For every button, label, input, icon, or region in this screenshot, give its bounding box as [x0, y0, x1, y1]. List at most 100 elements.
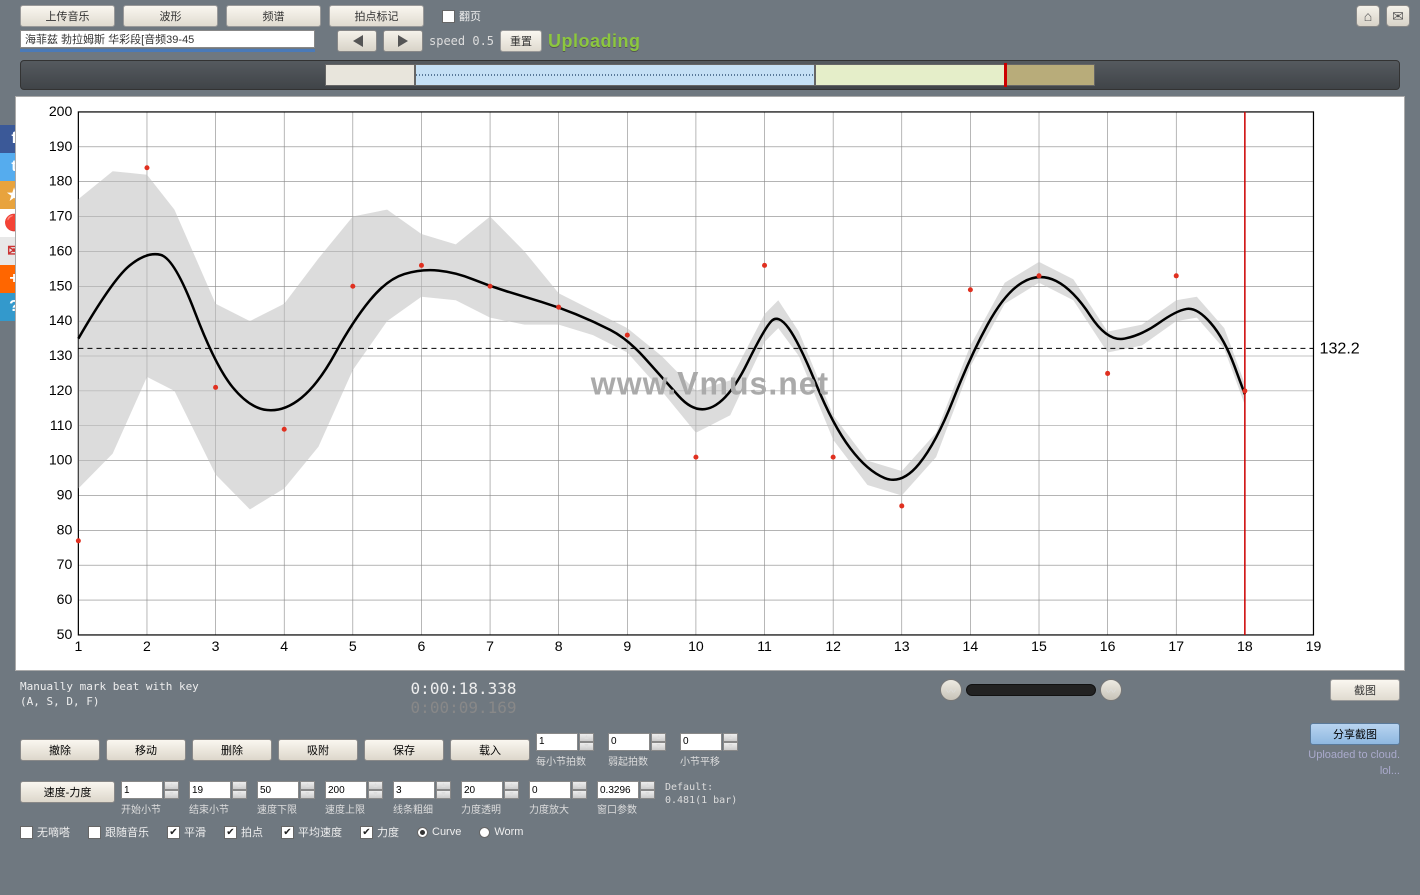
start_bar-input[interactable] [121, 781, 163, 799]
tempo-dynamics-button[interactable]: 速度-力度 [20, 781, 115, 803]
follow-label: 跟随音乐 [105, 824, 149, 840]
tempo_max-input[interactable] [325, 781, 367, 799]
avg_tempo-checkbox[interactable]: ✔ [281, 826, 294, 839]
timeline-segment[interactable] [1005, 64, 1095, 86]
bar_offset-up[interactable]: ▲ [723, 733, 738, 742]
upload-music-button[interactable]: 上传音乐 [20, 5, 115, 27]
home-icon[interactable]: ⌂ [1356, 5, 1380, 27]
dyn_scale-input[interactable] [529, 781, 571, 799]
worm-radio[interactable] [479, 827, 490, 838]
dyn_alpha-input[interactable] [461, 781, 503, 799]
start_bar-up[interactable]: ▲ [164, 781, 179, 790]
svg-text:17: 17 [1168, 638, 1184, 654]
curve-radio[interactable] [417, 827, 428, 838]
beats-checkbox[interactable]: ✔ [224, 826, 237, 839]
spectrum-button[interactable]: 频谱 [226, 5, 321, 27]
svg-text:19: 19 [1306, 638, 1322, 654]
minaret-label: 无嘀嗒 [37, 824, 70, 840]
svg-text:150: 150 [49, 277, 73, 293]
zoom-slider[interactable] [966, 684, 1096, 696]
dyn_scale-up[interactable]: ▲ [572, 781, 587, 790]
dyn_scale-down[interactable]: ▼ [572, 790, 587, 799]
minaret-checkbox[interactable] [20, 826, 33, 839]
beat-mark-button[interactable]: 拍点标记 [329, 5, 424, 27]
end_bar-input[interactable] [189, 781, 231, 799]
pickup-label: 弱起拍数 [608, 753, 648, 768]
zoom-out-icon[interactable]: 〰 [940, 679, 962, 701]
svg-text:110: 110 [50, 417, 73, 433]
worm-label: Worm [494, 826, 523, 838]
share-screenshot-button[interactable]: 分享截图 [1310, 723, 1400, 745]
track-title-input[interactable] [20, 30, 315, 48]
timeline-segment[interactable] [815, 64, 1005, 86]
line_width-input[interactable] [393, 781, 435, 799]
svg-text:7: 7 [486, 638, 494, 654]
save-button[interactable]: 保存 [364, 739, 444, 761]
window-up[interactable]: ▲ [640, 781, 655, 790]
dynamics-checkbox[interactable]: ✔ [360, 826, 373, 839]
load-button[interactable]: 载入 [450, 739, 530, 761]
smooth-checkbox[interactable]: ✔ [167, 826, 180, 839]
end_bar-up[interactable]: ▲ [232, 781, 247, 790]
play-button[interactable] [383, 30, 423, 52]
svg-text:100: 100 [49, 452, 73, 468]
tempo_min-up[interactable]: ▲ [300, 781, 315, 790]
pickup-up[interactable]: ▲ [651, 733, 666, 742]
svg-text:190: 190 [49, 138, 73, 154]
dynamics-label: 力度 [377, 824, 399, 840]
tempo-chart[interactable]: 5060708090100110120130140150160170180190… [15, 96, 1405, 671]
timeline[interactable] [20, 60, 1400, 90]
svg-text:18: 18 [1237, 638, 1253, 654]
tempo_min-input[interactable] [257, 781, 299, 799]
delete-button[interactable]: 删除 [192, 739, 272, 761]
svg-text:16: 16 [1100, 638, 1116, 654]
dyn_scale-label: 力度放大 [529, 801, 569, 816]
tempo_max-up[interactable]: ▲ [368, 781, 383, 790]
dyn_alpha-up[interactable]: ▲ [504, 781, 519, 790]
reset-button[interactable]: 重置 [500, 30, 542, 52]
timeline-segment[interactable] [415, 64, 815, 86]
chat-icon[interactable]: ✉ [1386, 5, 1410, 27]
tempo_min-label: 速度下限 [257, 801, 297, 816]
beats_per_bar-down[interactable]: ▼ [579, 742, 594, 751]
line_width-up[interactable]: ▲ [436, 781, 451, 790]
pickup-down[interactable]: ▼ [651, 742, 666, 751]
svg-text:3: 3 [212, 638, 220, 654]
pickup-input[interactable] [608, 733, 650, 751]
svg-text:1: 1 [74, 638, 82, 654]
end_bar-down[interactable]: ▼ [232, 790, 247, 799]
window-input[interactable] [597, 781, 639, 799]
window-down[interactable]: ▼ [640, 790, 655, 799]
tempo_max-label: 速度上限 [325, 801, 365, 816]
snap-button[interactable]: 吸附 [278, 739, 358, 761]
svg-text:170: 170 [49, 208, 73, 224]
screenshot-button[interactable]: 截图 [1330, 679, 1400, 701]
bar_offset-down[interactable]: ▼ [723, 742, 738, 751]
skip-back-button[interactable] [337, 30, 377, 52]
undo-button[interactable]: 撤除 [20, 739, 100, 761]
tempo_min-down[interactable]: ▼ [300, 790, 315, 799]
help-text-1: Manually mark beat with key [20, 679, 199, 694]
flip-page-checkbox[interactable] [442, 10, 455, 23]
tempo_max-down[interactable]: ▼ [368, 790, 383, 799]
dyn_alpha-label: 力度透明 [461, 801, 501, 816]
move-button[interactable]: 移动 [106, 739, 186, 761]
svg-text:10: 10 [688, 638, 704, 654]
line_width-down[interactable]: ▼ [436, 790, 451, 799]
follow-checkbox[interactable] [88, 826, 101, 839]
timeline-segment[interactable] [325, 64, 415, 86]
title-progress [20, 49, 315, 52]
bar_offset-input[interactable] [680, 733, 722, 751]
waveform-button[interactable]: 波形 [123, 5, 218, 27]
beats_per_bar-input[interactable] [536, 733, 578, 751]
line_width-label: 线条粗细 [393, 801, 433, 816]
time-elapsed: 0:00:18.338 [411, 679, 517, 698]
beats_per_bar-up[interactable]: ▲ [579, 733, 594, 742]
zoom-in-icon[interactable]: 〰 [1100, 679, 1122, 701]
start_bar-down[interactable]: ▼ [164, 790, 179, 799]
dyn_alpha-down[interactable]: ▼ [504, 790, 519, 799]
svg-text:120: 120 [49, 382, 73, 398]
time-position: 0:00:09.169 [411, 698, 517, 717]
cloud-status: Uploaded to cloud. [1308, 749, 1400, 761]
svg-text:140: 140 [49, 312, 73, 328]
